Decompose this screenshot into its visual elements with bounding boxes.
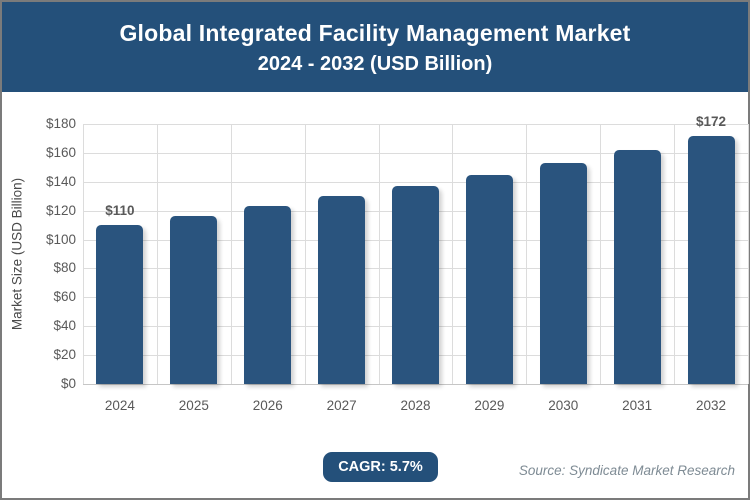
y-tick-label: $180 (45, 116, 76, 131)
x-tick-label: 2027 (326, 398, 357, 413)
x-tick-label: 2026 (252, 398, 283, 413)
gridline-horizontal (83, 181, 748, 183)
y-tick-label: $40 (53, 318, 76, 334)
y-tick-label: $0 (60, 376, 76, 391)
bar-2024 (96, 225, 144, 384)
bar-2027 (318, 196, 366, 384)
cagr-badge: CAGR: 5.7% (323, 452, 438, 482)
gridline-vertical (304, 124, 306, 384)
bar-value-label: $172 (696, 113, 727, 129)
chart-title: Global Integrated Facility Management Ma… (119, 19, 631, 46)
y-tick-label: $160 (45, 144, 76, 160)
bar-2025 (170, 216, 218, 384)
gridline-vertical (526, 124, 528, 384)
source-text: Source: Syndicate Market Research (518, 463, 735, 478)
y-axis-title: Market Size (USD Billion) (9, 177, 25, 331)
gridline-vertical (156, 124, 158, 384)
bar-2032 (687, 135, 735, 384)
x-tick-label: 2025 (178, 398, 209, 413)
y-tick-label: $100 (45, 231, 76, 247)
bar-2031 (613, 150, 661, 384)
chart-header: Global Integrated Facility Management Ma… (2, 2, 748, 92)
bar-2030 (539, 163, 587, 384)
y-tick-label: $80 (53, 260, 76, 276)
gridline-horizontal (83, 152, 748, 154)
gridline-vertical (452, 124, 454, 384)
chart-subtitle: 2024 - 2032 (USD Billion) (257, 52, 493, 75)
bar-value-label: $110 (105, 203, 135, 219)
bar-2026 (244, 206, 292, 384)
x-tick-label: 2028 (400, 398, 431, 413)
bar-2029 (465, 174, 513, 384)
gridline-vertical (83, 124, 84, 384)
x-tick-label: 2029 (474, 398, 505, 413)
y-tick-label: $120 (45, 202, 76, 218)
gridline-vertical (748, 124, 749, 384)
y-tick-label: $60 (53, 289, 76, 305)
gridline-vertical (230, 124, 232, 384)
bar-2028 (392, 186, 439, 384)
x-tick-label: 2030 (548, 398, 579, 413)
gridline-horizontal (83, 124, 748, 125)
x-tick-label: 2024 (104, 398, 135, 413)
x-axis-line (83, 384, 748, 385)
gridline-vertical (600, 124, 602, 384)
gridline-vertical (378, 124, 380, 384)
y-tick-label: $20 (53, 347, 76, 363)
x-tick-label: 2032 (696, 398, 727, 413)
gridline-vertical (674, 124, 676, 384)
y-tick-label: $140 (45, 173, 76, 189)
x-tick-label: 2031 (622, 398, 653, 413)
